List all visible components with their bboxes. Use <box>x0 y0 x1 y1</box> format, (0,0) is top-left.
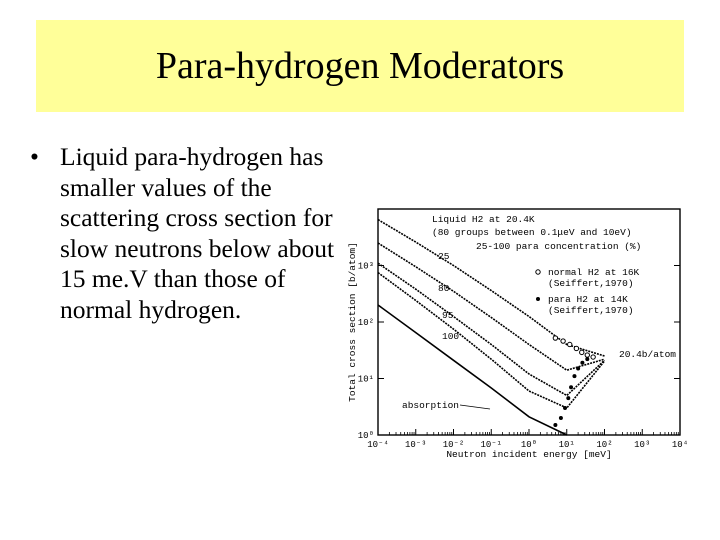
chart-texts: Liquid H2 at 20.4K (80 groups between 0.1… <box>347 214 676 460</box>
marker-para-h2 <box>558 415 563 420</box>
annotation-absorption-pointer <box>459 404 491 410</box>
marker-normal-h2 <box>584 352 590 358</box>
series-line-100 <box>377 271 606 409</box>
marker-normal-h2 <box>590 354 596 360</box>
x-axis-label: Neutron incident energy [meV] <box>446 449 611 460</box>
x-tick-label: 10⁰ <box>521 440 537 450</box>
title-banner: Para-hydrogen Moderators <box>36 20 684 112</box>
page-title: Para-hydrogen Moderators <box>155 45 565 87</box>
chart-series <box>377 218 606 436</box>
series-line-80 <box>377 242 605 372</box>
marker-para-h2 <box>580 360 585 365</box>
marker-para-h2 <box>563 406 568 411</box>
y-tick-label: 10³ <box>358 262 374 272</box>
y-axis-label: Total cross section [b/atom] <box>347 242 358 402</box>
x-tick-label: 10⁻³ <box>405 440 427 450</box>
marker-normal-h2 <box>579 349 585 356</box>
legend-normal-label: normal H2 at 16K <box>548 267 640 278</box>
y-tick-label: 10¹ <box>358 375 374 385</box>
bullet-item: • Liquid para-hydrogen has smaller value… <box>30 142 340 325</box>
annotation-204b: 20.4b/atom <box>619 349 676 360</box>
curve-label-95: 95 <box>442 310 454 321</box>
series-line-25 <box>377 218 605 357</box>
marker-normal-h2 <box>567 341 573 348</box>
series-line-95 <box>377 262 606 397</box>
legend-para-source: (Seiffert,1970) <box>548 305 634 316</box>
chart-markers <box>552 335 596 428</box>
marker-para-h2 <box>553 423 558 428</box>
chart-subtitle: (80 groups between 0.1μeV and 10eV) <box>432 227 632 238</box>
legend-normal-source: (Seiffert,1970) <box>548 278 634 289</box>
chart-axes: 10⁻⁴ 10⁻³ 10⁻² 10⁻¹ 10⁰ 10¹ 10² 10³ 10⁴ 10⁰ 10¹ 10²… <box>358 208 688 450</box>
marker-para-h2 <box>566 396 571 401</box>
marker-para-h2 <box>585 357 590 362</box>
legend-title: 25-100 para concentration (%) <box>476 241 641 252</box>
marker-para-h2 <box>572 374 577 379</box>
legend-open-circle <box>535 269 541 275</box>
x-tick-label: 10⁻¹ <box>480 440 502 450</box>
bullet-text: Liquid para-hydrogen has smaller values … <box>60 142 335 324</box>
x-tick-label: 10⁻⁴ <box>367 439 389 450</box>
legend-filled-dot <box>536 297 540 301</box>
y-tick-label: 10² <box>358 318 374 328</box>
x-tick-label: 10³ <box>634 440 650 450</box>
x-tick-label: 10² <box>596 440 612 450</box>
marker-para-h2 <box>569 385 574 390</box>
annotation-absorption: absorption <box>402 400 459 411</box>
marker-normal-h2 <box>560 338 566 344</box>
bullet-marker: • <box>30 142 39 171</box>
marker-normal-h2 <box>573 345 580 352</box>
x-tick-label: 10⁴ <box>672 439 688 450</box>
marker-para-h2 <box>576 366 581 371</box>
x-tick-label: 10⁻² <box>443 440 465 450</box>
curve-label-80: 80 <box>438 283 450 294</box>
x-tick-label: 10¹ <box>559 440 575 450</box>
curve-label-100: 100 <box>442 331 459 342</box>
series-line-absorption <box>377 304 568 436</box>
marker-normal-h2 <box>552 335 559 341</box>
chart-title: Liquid H2 at 20.4K <box>432 214 535 225</box>
y-tick-label: 10⁰ <box>358 431 374 441</box>
legend-para-label: para H2 at 14K <box>548 294 628 305</box>
curve-label-25: 25 <box>438 251 450 262</box>
cross-section-chart: 10⁻⁴ 10⁻³ 10⁻² 10⁻¹ 10⁰ 10¹ 10² 10³ 10⁴ 10⁰ 10¹ 10²… <box>347 208 688 460</box>
